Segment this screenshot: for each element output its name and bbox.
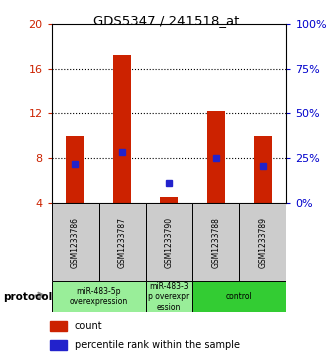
- Bar: [146, 203, 192, 281]
- Bar: [146, 281, 192, 312]
- Text: percentile rank within the sample: percentile rank within the sample: [75, 340, 240, 350]
- Text: GSM1233788: GSM1233788: [211, 217, 220, 268]
- Text: GSM1233786: GSM1233786: [71, 217, 80, 268]
- Text: GSM1233789: GSM1233789: [258, 217, 267, 268]
- Bar: [66, 136, 84, 203]
- Bar: [52, 203, 99, 281]
- Bar: [192, 203, 239, 281]
- Text: GSM1233790: GSM1233790: [165, 217, 173, 268]
- Bar: [207, 111, 225, 203]
- Text: GDS5347 / 241518_at: GDS5347 / 241518_at: [93, 14, 240, 27]
- Text: count: count: [75, 321, 102, 331]
- Bar: [254, 136, 272, 203]
- Text: miR-483-5p
overexpression: miR-483-5p overexpression: [70, 287, 128, 306]
- Bar: [239, 203, 286, 281]
- Text: control: control: [226, 292, 253, 301]
- Bar: [50, 340, 67, 350]
- Text: protocol: protocol: [3, 291, 53, 302]
- Text: miR-483-3
p overexpr
ession: miR-483-3 p overexpr ession: [149, 282, 189, 312]
- Bar: [113, 55, 131, 203]
- Bar: [99, 203, 146, 281]
- Bar: [50, 321, 67, 331]
- Bar: [52, 281, 146, 312]
- Bar: [160, 196, 178, 203]
- Bar: [192, 281, 286, 312]
- Text: GSM1233787: GSM1233787: [118, 217, 127, 268]
